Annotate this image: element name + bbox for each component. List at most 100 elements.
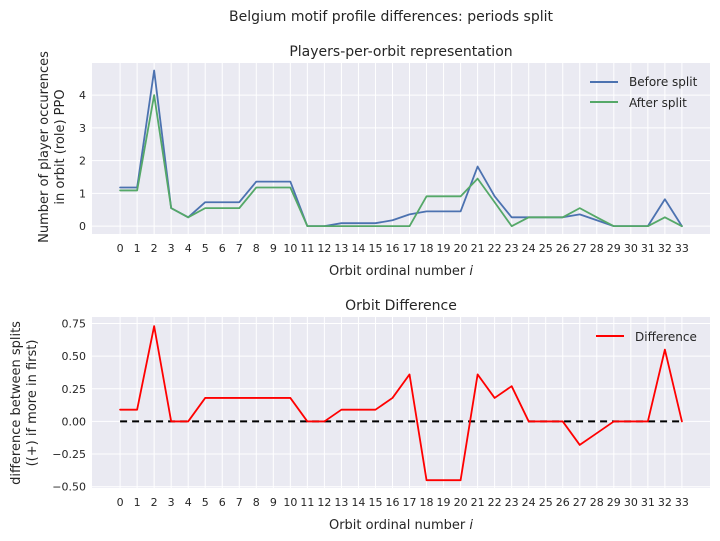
x-tick-label: 33 [675, 242, 689, 255]
x-tick-label: 27 [573, 242, 587, 255]
y-tick-label: 1 [79, 187, 86, 200]
x-tick-label: 1 [134, 496, 141, 509]
x-tick-label: 6 [219, 496, 226, 509]
x-tick-label: 33 [675, 496, 689, 509]
x-tick-label: 14 [351, 242, 365, 255]
y-tick-label: 0 [79, 220, 86, 233]
x-tick-label: 24 [522, 242, 536, 255]
x-tick-label: 26 [556, 242, 570, 255]
legend-label-before-split: Before split [629, 75, 698, 89]
x-tick-label: 16 [385, 242, 399, 255]
x-tick-label: 29 [607, 242, 621, 255]
legend-bottom: Difference [596, 330, 697, 344]
y-axis-label-line1-top: Number of player occurences [37, 51, 52, 243]
x-tick-label: 32 [658, 242, 672, 255]
x-tick-label: 11 [300, 496, 314, 509]
figure-suptitle: Belgium motif profile differences: perio… [229, 9, 554, 25]
x-tick-label: 26 [556, 496, 570, 509]
y-tick-label: −0.50 [52, 481, 86, 494]
x-axis-label-var-bottom: i [469, 518, 473, 533]
x-tick-label: 21 [471, 242, 485, 255]
x-tick-labels-bottom: 0 1 2 3 4 5 6 7 8 9 10 11 12 13 14 15 16 17 18 19 20 21 22 23 24… [117, 496, 689, 509]
grid-top [92, 63, 710, 234]
y-axis-label-line2-top: in orbit (role) PPO [53, 89, 68, 204]
x-tick-label: 21 [471, 496, 485, 509]
x-tick-label: 22 [488, 242, 502, 255]
x-tick-label: 12 [317, 496, 331, 509]
x-tick-label: 20 [454, 496, 468, 509]
series-lines-bottom [119, 325, 683, 482]
x-tick-label: 8 [253, 242, 260, 255]
x-tick-label: 0 [117, 496, 124, 509]
y-tick-label: 0.25 [62, 383, 87, 396]
x-tick-label: 25 [539, 242, 553, 255]
x-tick-label: 31 [641, 242, 655, 255]
x-tick-label: 7 [236, 496, 243, 509]
x-tick-label: 2 [151, 242, 158, 255]
x-tick-label: 12 [317, 242, 331, 255]
x-tick-label: 30 [624, 496, 638, 509]
legend-label-difference: Difference [635, 330, 697, 344]
x-axis-label-text-top: Orbit ordinal number [329, 264, 466, 279]
x-tick-label: 15 [368, 242, 382, 255]
x-tick-label: 25 [539, 496, 553, 509]
x-tick-label: 17 [403, 242, 417, 255]
plot-area-top [92, 63, 710, 234]
x-tick-label: 1 [134, 242, 141, 255]
x-tick-label: 4 [185, 496, 192, 509]
x-axis-label-top: Orbit ordinal number i [329, 264, 473, 279]
x-tick-label: 18 [420, 496, 434, 509]
y-tick-label: 3 [79, 122, 86, 135]
x-tick-label: 6 [219, 242, 226, 255]
legend-label-after-split: After split [629, 96, 687, 110]
series-line-before-split [119, 69, 683, 228]
y-tick-labels-bottom: −0.50 −0.25 0.00 0.25 0.50 0.75 [52, 318, 86, 494]
x-axis-label-text-bottom: Orbit ordinal number [329, 518, 466, 533]
x-tick-label: 9 [270, 496, 277, 509]
x-tick-label: 16 [385, 496, 399, 509]
x-tick-label: 3 [168, 496, 175, 509]
y-tick-labels-top: 0 1 2 3 4 [79, 89, 86, 233]
x-tick-label: 19 [437, 496, 451, 509]
x-tick-label: 27 [573, 496, 587, 509]
series-line-difference [119, 325, 683, 482]
x-tick-label: 24 [522, 496, 536, 509]
x-axis-label-bottom: Orbit ordinal number i [329, 518, 473, 533]
y-axis-label-line2-bottom: ((+) if more in first) [25, 340, 40, 467]
x-tick-label: 22 [488, 496, 502, 509]
x-tick-label: 8 [253, 496, 260, 509]
x-tick-label: 5 [202, 496, 209, 509]
x-tick-label: 30 [624, 242, 638, 255]
subplot-title-players-per-orbit: Players-per-orbit representation [289, 44, 512, 60]
x-tick-label: 28 [590, 496, 604, 509]
x-tick-label: 4 [185, 242, 192, 255]
x-tick-label: 5 [202, 242, 209, 255]
x-tick-label: 20 [454, 242, 468, 255]
y-tick-label: 2 [79, 155, 86, 168]
y-axis-label-top: Number of player occurences in orbit (ro… [37, 51, 68, 243]
x-tick-label: 3 [168, 242, 175, 255]
x-tick-label: 9 [270, 242, 277, 255]
x-tick-label: 28 [590, 242, 604, 255]
x-tick-label: 7 [236, 242, 243, 255]
x-tick-label: 23 [505, 242, 519, 255]
x-tick-label: 14 [351, 496, 365, 509]
x-tick-label: 31 [641, 496, 655, 509]
x-tick-label: 18 [420, 242, 434, 255]
x-tick-label: 19 [437, 242, 451, 255]
plot-area-bottom [92, 317, 710, 488]
x-tick-label: 32 [658, 496, 672, 509]
x-axis-label-var-top: i [469, 264, 473, 279]
y-axis-label-line1-bottom: difference between splits [9, 321, 24, 485]
y-tick-label: 4 [79, 89, 86, 102]
x-tick-label: 23 [505, 496, 519, 509]
y-axis-label-bottom: difference between splits ((+) if more i… [9, 321, 40, 485]
x-tick-label: 11 [300, 242, 314, 255]
y-tick-label: 0.50 [62, 350, 87, 363]
x-tick-label: 2 [151, 496, 158, 509]
y-tick-label: 0.75 [62, 318, 87, 331]
y-tick-label: 0.00 [62, 415, 87, 428]
x-tick-label: 0 [117, 242, 124, 255]
x-tick-label: 29 [607, 496, 621, 509]
